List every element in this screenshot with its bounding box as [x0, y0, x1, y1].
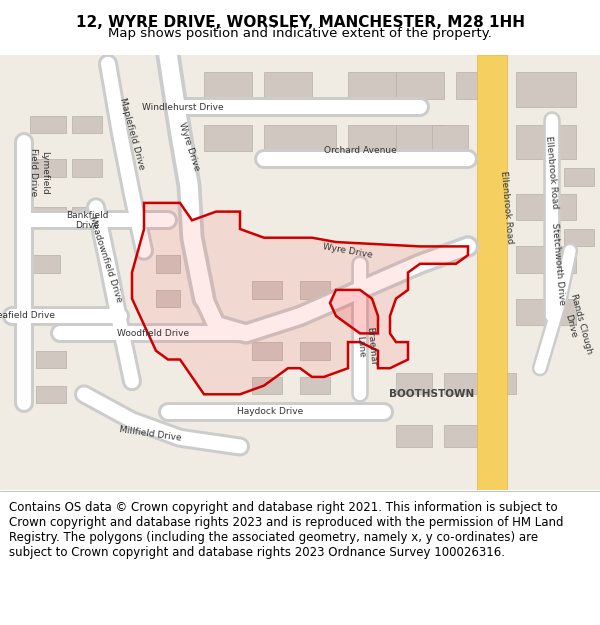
- Text: 12, WYRE DRIVE, WORSLEY, MANCHESTER, M28 1HH: 12, WYRE DRIVE, WORSLEY, MANCHESTER, M28…: [76, 16, 524, 31]
- Bar: [492, 372, 516, 394]
- Text: Haydock Drive: Haydock Drive: [237, 408, 303, 416]
- Bar: [204, 124, 252, 151]
- Text: Rands Clough
Drive: Rands Clough Drive: [559, 292, 593, 357]
- Text: Lymefield
Field Drive: Lymefield Field Drive: [29, 148, 49, 197]
- Bar: [72, 159, 102, 177]
- Text: BOOTHSTOWN: BOOTHSTOWN: [389, 389, 475, 399]
- Bar: [516, 299, 576, 325]
- Text: Millfield Drive: Millfield Drive: [118, 424, 182, 442]
- Bar: [477, 55, 507, 490]
- Text: Meadownfield Drive: Meadownfield Drive: [87, 215, 123, 304]
- Text: Contains OS data © Crown copyright and database right 2021. This information is : Contains OS data © Crown copyright and d…: [9, 501, 563, 559]
- Text: Bankfield
Drive: Bankfield Drive: [66, 211, 108, 230]
- Bar: [432, 124, 468, 151]
- Bar: [252, 377, 282, 394]
- Text: Ellenbrook Road: Ellenbrook Road: [544, 136, 560, 209]
- Bar: [444, 372, 480, 394]
- Bar: [396, 72, 444, 99]
- Bar: [30, 116, 66, 133]
- Bar: [300, 377, 330, 394]
- Bar: [396, 425, 432, 446]
- Text: Leafield Drive: Leafield Drive: [0, 311, 56, 321]
- Text: Maplefield Drive: Maplefield Drive: [118, 96, 146, 171]
- Bar: [36, 386, 66, 403]
- Bar: [156, 255, 180, 272]
- Text: Braemar
Lane: Braemar Lane: [355, 326, 377, 367]
- Bar: [156, 290, 180, 308]
- Bar: [252, 342, 282, 359]
- Bar: [252, 281, 282, 299]
- Bar: [264, 72, 312, 99]
- Bar: [516, 246, 576, 272]
- Bar: [30, 208, 66, 220]
- Bar: [516, 72, 576, 107]
- Text: Windlehurst Drive: Windlehurst Drive: [142, 102, 224, 112]
- Bar: [72, 116, 102, 133]
- Bar: [444, 425, 480, 446]
- Text: Wyre Drive: Wyre Drive: [177, 121, 201, 172]
- Bar: [396, 372, 432, 394]
- Bar: [348, 72, 396, 99]
- Bar: [300, 281, 330, 299]
- Bar: [396, 124, 444, 151]
- Bar: [264, 124, 336, 151]
- Text: Map shows position and indicative extent of the property.: Map shows position and indicative extent…: [108, 27, 492, 39]
- Bar: [30, 159, 66, 177]
- Bar: [456, 72, 480, 99]
- Bar: [204, 72, 252, 99]
- Bar: [72, 208, 102, 220]
- Text: Woodfield Drive: Woodfield Drive: [117, 329, 189, 338]
- Bar: [564, 168, 594, 186]
- Bar: [30, 255, 60, 272]
- Text: Stetchworth Drive: Stetchworth Drive: [550, 222, 566, 305]
- Bar: [36, 351, 66, 368]
- Bar: [300, 342, 330, 359]
- Bar: [516, 194, 576, 220]
- Polygon shape: [330, 290, 378, 333]
- Bar: [564, 229, 594, 246]
- Bar: [516, 124, 576, 159]
- Text: Ellenbrook Road: Ellenbrook Road: [499, 171, 515, 244]
- Polygon shape: [132, 203, 468, 394]
- Text: Orchard Avenue: Orchard Avenue: [323, 146, 397, 155]
- Text: Wyre Drive: Wyre Drive: [322, 242, 374, 259]
- Bar: [348, 124, 396, 151]
